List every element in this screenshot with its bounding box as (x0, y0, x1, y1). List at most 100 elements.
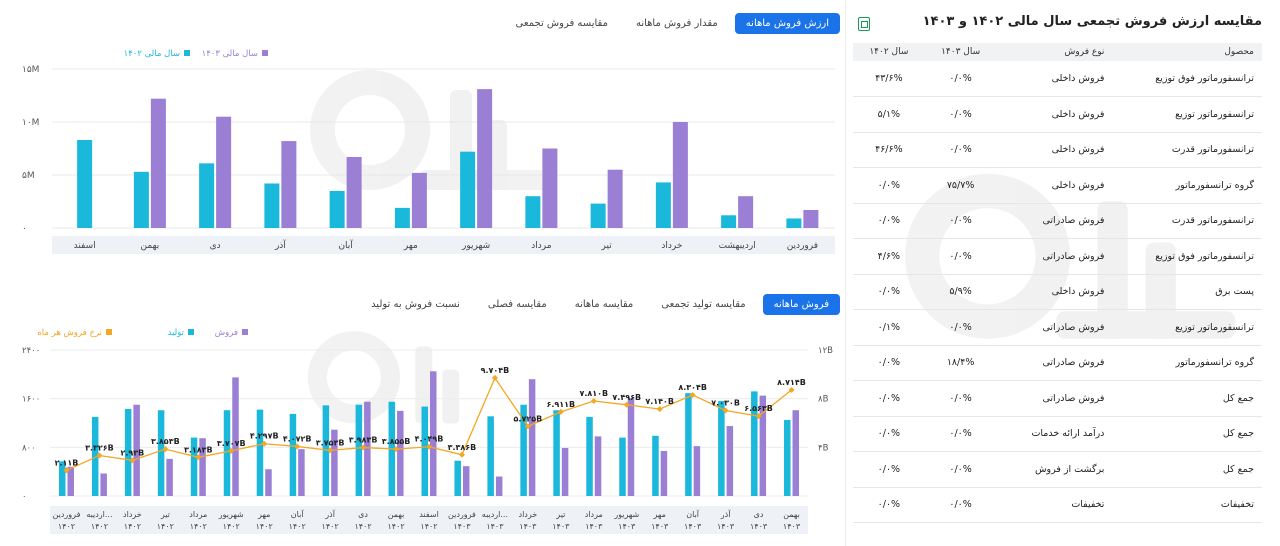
tab-sales-to-production-ratio[interactable]: نسبت فروش به تولید (371, 299, 460, 310)
sales-rate-point (491, 374, 498, 381)
x-tick-label-year: ۱۴۰۳ (585, 522, 603, 531)
cell-1402: ۰/۰% (853, 416, 925, 452)
sales-rate-label: ۳.۷۵۳B (316, 438, 345, 447)
cell-1402: ۰/۰% (853, 167, 925, 204)
sales-rate-label: ۶.۹۱۱B (546, 400, 575, 409)
x-tick-label: بهمن (141, 241, 160, 251)
tab-monthly-sales[interactable]: فروش ماهانه (762, 294, 840, 315)
x-tick-label: مهر (403, 241, 418, 251)
bar-production (784, 419, 791, 496)
cell-1402: ۰/۰% (853, 451, 925, 488)
tab-monthly-sales-quantity[interactable]: مقدار فروش ماهانه (635, 18, 718, 29)
tab-seasonal-comparison[interactable]: مقایسه فصلی (487, 299, 547, 310)
x-tick-label: شهریور (461, 241, 490, 251)
bar-1403 (672, 122, 688, 228)
tab-monthly-comparison[interactable]: مقایسه ماهانه (574, 299, 634, 310)
bar-1403 (346, 156, 362, 228)
bar-production (421, 406, 428, 496)
cell-1402: ۴۶/۶% (853, 132, 925, 168)
bar-1402 (655, 182, 671, 228)
x-tick-label-year: ۱۴۰۳ (486, 522, 504, 531)
cell-1402: ۰/۰% (853, 203, 925, 239)
x-tick-label: اردیبهشت (719, 241, 756, 251)
cell-1403: ۰/۰% (924, 380, 997, 417)
bar-sales (726, 426, 734, 496)
x-tick-label: دی (210, 241, 221, 251)
table-row: ترانسفورماتور قدرت فروش داخلی ۰/۰% ۴۶/۶% (853, 132, 1262, 168)
cell-sale-type: فروش صادراتی (996, 203, 1113, 239)
header-year-1402[interactable]: سال ۱۴۰۲ (853, 43, 925, 61)
y-tick-label: ۵M (22, 171, 35, 181)
cell-1402: ۰/۰% (853, 345, 925, 381)
legend-label-0: فروش (215, 328, 238, 338)
x-tick-label-year: ۱۴۰۳ (684, 522, 702, 531)
cell-1403: ۰/۰% (924, 451, 997, 488)
sales-rate-point (426, 443, 432, 450)
cell-product: جمع کل (1112, 451, 1262, 488)
sales-rate-label: ۵.۷۲۵B (514, 414, 543, 423)
sales-rate-point (162, 446, 169, 453)
bar-sales (331, 429, 338, 496)
bar-sales (397, 410, 404, 496)
x-tick-label: تیر (601, 241, 613, 251)
sales-rate-label: ۴.۰۷۲B (283, 434, 312, 443)
sales-rate-label: ۲.۹۳B (120, 448, 144, 457)
tab-cumulative-production-comparison[interactable]: مقایسه تولید تجمعی (661, 299, 746, 310)
sales-rate-label: ۷.۴۹۶B (612, 393, 641, 402)
bar-sales (528, 379, 536, 496)
header-product[interactable]: محصول (1112, 43, 1262, 61)
sales-rate-point (129, 457, 136, 464)
monthly-sales-production-chart: فروش تولید نرخ فروش هر ماه ۲۴۰۰ ۱۲B ۱۶۰۰ ۸B ۸۰۰… (22, 328, 833, 534)
header-year-1403[interactable]: سال ۱۴۰۳ (924, 43, 997, 61)
cell-sale-type: فروش صادراتی (996, 238, 1113, 275)
sales-rate-point (656, 406, 663, 413)
tab-monthly-sales-value[interactable]: ارزش فروش ماهانه (734, 13, 840, 34)
cell-sale-type: فروش داخلی (996, 132, 1113, 168)
bar-1403 (411, 172, 427, 228)
sales-rate-point (524, 423, 531, 430)
table-row: ترانسفورماتور توزیع فروش داخلی ۰/۰% ۵/۱% (853, 96, 1262, 133)
cell-product: ترانسفورماتور توزیع (1112, 309, 1262, 346)
excel-export-icon[interactable] (858, 17, 870, 31)
bar-sales (166, 458, 173, 496)
bar-sales (133, 404, 140, 496)
cell-sale-type: فروش صادراتی (996, 309, 1113, 346)
cell-1403: ۰/۰% (924, 132, 997, 168)
bar-1402 (133, 171, 149, 228)
bar-1403 (607, 169, 623, 228)
cell-product: ترانسفورماتور قدرت (1112, 132, 1262, 168)
cell-product: جمع کل (1112, 416, 1262, 452)
x-tick-label-year: ۱۴۰۲ (256, 522, 273, 531)
x-tick-label-year: ۱۴۰۳ (717, 522, 735, 531)
sales-rate-label: ۶.۵۶۳B (744, 404, 773, 413)
cell-product: تخفیفات (1112, 487, 1262, 523)
bar-production (454, 460, 461, 496)
tab-cumulative-sales-comparison[interactable]: مقایسه فروش تجمعی (515, 18, 608, 29)
bar-sales (232, 377, 239, 496)
table-row: ترانسفورماتور فوق توزیع فروش صادراتی ۰/۰% ۴… (853, 238, 1262, 275)
bar-production (190, 437, 198, 496)
cell-product: ترانسفورماتور توزیع (1112, 96, 1262, 133)
cell-1403: ۰/۰% (924, 203, 997, 239)
sales-rate-label: ۸.۷۱۴B (777, 378, 806, 387)
bar-sales (660, 450, 668, 496)
x-tick-label: مرداد (531, 241, 551, 251)
cell-sale-type: فروش داخلی (996, 274, 1113, 310)
table-row: گروه ترانسفورماتور فروش صادراتی ۱۸/۴% ۰/۰% (853, 345, 1262, 381)
x-tick-label-month: فروردین (448, 510, 476, 519)
table-row: پست برق فروش داخلی ۵/۹% ۰/۰% (853, 274, 1262, 310)
cell-1403: ۵/۹% (924, 274, 997, 310)
bar-1403 (216, 116, 232, 228)
x-tick-label-year: ۱۴۰۳ (552, 522, 570, 531)
bar-sales (67, 466, 74, 496)
cell-sale-type: درآمد ارائه خدمات (996, 416, 1113, 452)
bar-sales (430, 371, 437, 496)
sales-rate-point (557, 408, 564, 415)
x-tick-label-year: ۱۴۰۳ (651, 522, 669, 531)
sales-rate-label: ۳.۷۰۷B (217, 439, 246, 448)
cell-sale-type: فروش داخلی (996, 167, 1113, 204)
header-sale-type[interactable]: نوع فروش (996, 43, 1113, 61)
cell-1403: ۰/۰% (924, 309, 997, 346)
bar-sales (759, 395, 767, 496)
legend-swatch-1 (188, 329, 194, 335)
